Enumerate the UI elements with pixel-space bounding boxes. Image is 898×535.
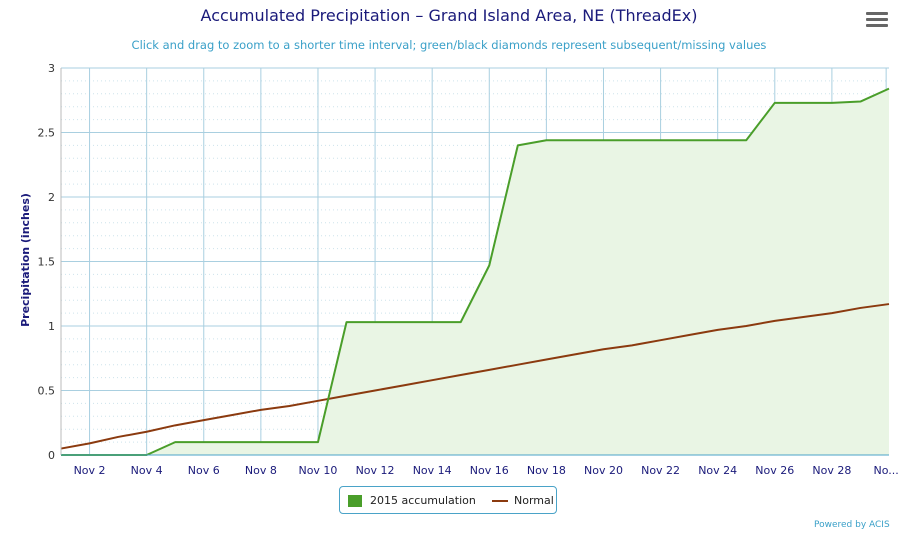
x-tick-label: Nov 14 xyxy=(413,464,452,477)
accumulation-area-fill xyxy=(61,88,889,455)
x-tick-label: Nov 6 xyxy=(188,464,220,477)
chart-title: Accumulated Precipitation – Grand Island… xyxy=(200,6,698,25)
chart-subtitle: Click and drag to zoom to a shorter time… xyxy=(131,38,767,52)
x-tick-label: Nov 26 xyxy=(755,464,794,477)
legend-label-accumulation: 2015 accumulation xyxy=(370,494,476,507)
y-tick-label: 1.5 xyxy=(38,256,56,269)
menu-icon[interactable] xyxy=(866,12,888,32)
legend-swatch-normal xyxy=(492,500,508,502)
powered-by-credit[interactable]: Powered by ACIS xyxy=(814,520,890,530)
x-tick-label: Nov 12 xyxy=(356,464,395,477)
y-tick-label: 3 xyxy=(48,62,55,75)
y-tick-label: 0.5 xyxy=(38,385,56,398)
legend-label-normal: Normal xyxy=(514,494,554,507)
accumulation-area xyxy=(61,88,889,455)
axes: 0 0.5 1 1.5 2 2.5 3 Nov 2 Nov 4 Nov 6 Nov 8 Nov 10 N… xyxy=(38,62,898,477)
series-lines xyxy=(60,87,890,456)
legend-swatch-accumulation xyxy=(348,495,362,507)
x-tick-label: Nov 8 xyxy=(245,464,277,477)
x-tick-label: Nov 20 xyxy=(584,464,623,477)
x-tick-label: Nov 28 xyxy=(812,464,851,477)
normal-line xyxy=(60,303,890,450)
x-tick-label: Nov 16 xyxy=(470,464,509,477)
y-tick-label: 0 xyxy=(48,449,55,462)
x-tick-label: Nov 2 xyxy=(74,464,106,477)
y-tick-label: 1 xyxy=(48,320,55,333)
y-tick-label: 2.5 xyxy=(38,127,56,140)
x-tick-label: Nov 22 xyxy=(641,464,680,477)
x-tick-label: No... xyxy=(874,464,898,477)
legend: 2015 accumulation Normal xyxy=(339,486,557,514)
accumulation-line xyxy=(61,87,890,456)
x-tick-label: Nov 10 xyxy=(298,464,337,477)
x-tick-label: Nov 4 xyxy=(131,464,163,477)
y-tick-label: 2 xyxy=(48,191,55,204)
x-tick-label: Nov 18 xyxy=(527,464,566,477)
y-axis-label: Precipitation (inches) xyxy=(19,193,32,327)
x-tick-label: Nov 24 xyxy=(698,464,737,477)
